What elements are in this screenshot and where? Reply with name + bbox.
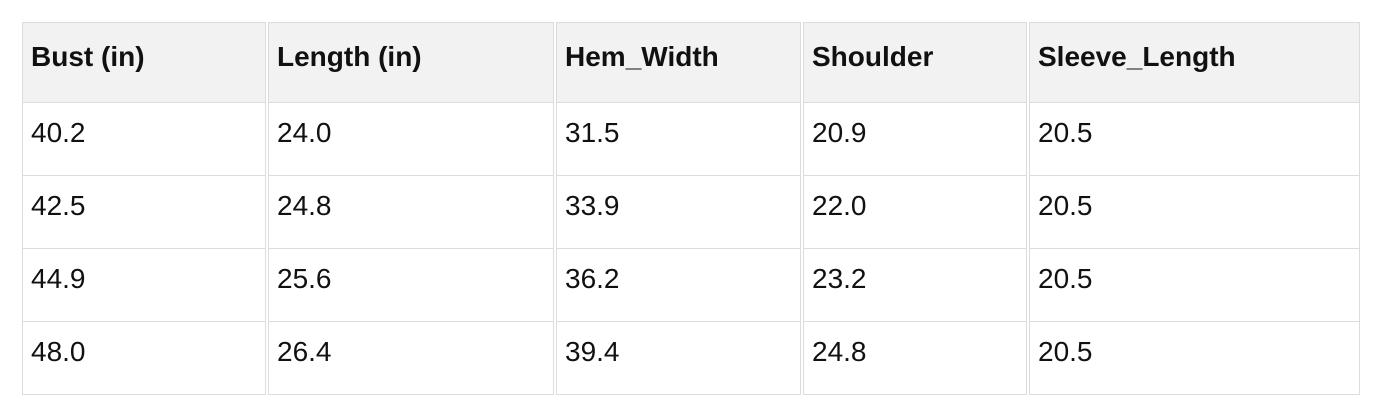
column-header-length: Length (in) [268,22,554,103]
table-cell-hem-width: 39.4 [556,322,801,395]
column-header-sleeve-length: Sleeve_Length [1029,22,1360,103]
table-cell-sleeve-length: 20.5 [1029,103,1360,176]
table-cell-bust: 44.9 [22,249,266,322]
table-cell-shoulder: 23.2 [803,249,1027,322]
table-cell-sleeve-length: 20.5 [1029,249,1360,322]
size-chart-table: Bust (in) Length (in) Hem_Width Shoulder… [20,22,1362,395]
table-row: 48.0 26.4 39.4 24.8 20.5 [22,322,1360,395]
table-cell-length: 25.6 [268,249,554,322]
table-row: 42.5 24.8 33.9 22.0 20.5 [22,176,1360,249]
table-row: 40.2 24.0 31.5 20.9 20.5 [22,103,1360,176]
column-header-hem-width: Hem_Width [556,22,801,103]
table-cell-bust: 42.5 [22,176,266,249]
column-header-bust: Bust (in) [22,22,266,103]
page: Bust (in) Length (in) Hem_Width Shoulder… [20,22,1362,395]
table-cell-length: 26.4 [268,322,554,395]
table-cell-shoulder: 24.8 [803,322,1027,395]
table-cell-shoulder: 20.9 [803,103,1027,176]
table-cell-hem-width: 36.2 [556,249,801,322]
table-cell-shoulder: 22.0 [803,176,1027,249]
table-cell-hem-width: 33.9 [556,176,801,249]
table-cell-sleeve-length: 20.5 [1029,322,1360,395]
column-header-shoulder: Shoulder [803,22,1027,103]
table-header-row: Bust (in) Length (in) Hem_Width Shoulder… [22,22,1360,103]
table-cell-bust: 48.0 [22,322,266,395]
table-cell-length: 24.8 [268,176,554,249]
table-row: 44.9 25.6 36.2 23.2 20.5 [22,249,1360,322]
table-cell-sleeve-length: 20.5 [1029,176,1360,249]
table-cell-length: 24.0 [268,103,554,176]
table-cell-hem-width: 31.5 [556,103,801,176]
table-cell-bust: 40.2 [22,103,266,176]
